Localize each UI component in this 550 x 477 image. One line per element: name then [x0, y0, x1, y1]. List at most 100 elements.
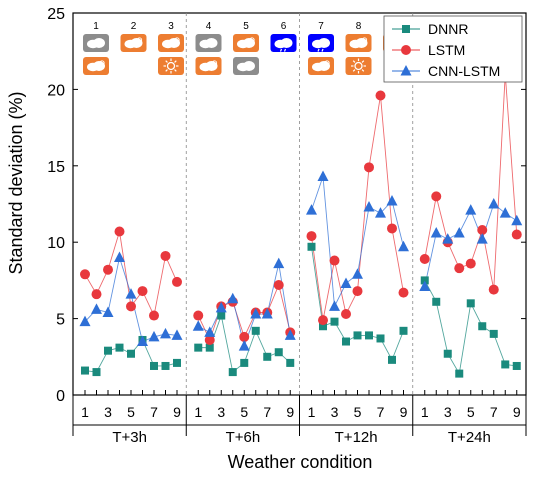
group-label: T+24h — [448, 429, 491, 446]
weather-icon-label: 6 — [281, 21, 287, 32]
data-point-cnn-lstm — [317, 170, 329, 181]
data-point-lstm — [352, 286, 363, 297]
data-point-lstm — [511, 229, 522, 240]
y-tick-label: 15 — [47, 159, 65, 176]
data-point-lstm — [398, 287, 409, 298]
data-point-cnn-lstm — [363, 201, 375, 212]
weather-icon-label: 1 — [93, 21, 99, 32]
x-tick-label: 5 — [240, 404, 248, 420]
data-point-lstm — [160, 250, 171, 261]
x-tick-label: 3 — [217, 404, 225, 420]
y-axis-label: Standard deviation (%) — [6, 91, 26, 274]
data-point-cnn-lstm — [227, 292, 239, 304]
data-point-dnnr — [399, 326, 408, 335]
group-label: T+12h — [335, 429, 378, 446]
x-tick-label: 1 — [194, 404, 202, 420]
sunny-icon — [345, 57, 372, 75]
cloudy-icon — [195, 34, 222, 52]
legend: DNNR LSTM CNN-LSTM — [383, 15, 523, 83]
data-point-cnn-lstm — [453, 227, 465, 238]
data-point-cnn-lstm — [79, 315, 91, 327]
data-point-lstm — [193, 310, 204, 321]
weather-icon-label: 7 — [318, 21, 324, 32]
x-tick-label: 3 — [331, 404, 339, 420]
rainy-icon — [308, 34, 334, 52]
data-point-dnnr — [115, 343, 124, 352]
weather-icon-label: 2 — [131, 21, 137, 32]
weather-icon-label: 4 — [206, 21, 212, 32]
data-point-lstm — [364, 162, 374, 173]
data-point-cnn-lstm — [442, 233, 454, 244]
x-tick-label: 5 — [354, 404, 362, 420]
legend-label-cnn-lstm: CNN-LSTM — [428, 63, 500, 79]
data-point-lstm — [431, 191, 442, 202]
data-point-dnnr — [420, 276, 429, 285]
data-point-dnnr — [104, 346, 112, 355]
series-line-dnnr — [424, 280, 517, 375]
data-point-dnnr — [365, 331, 373, 340]
data-point-cnn-lstm — [476, 233, 488, 244]
data-point-cnn-lstm — [250, 308, 262, 319]
data-point-cnn-lstm — [488, 198, 500, 209]
data-point-lstm — [273, 279, 284, 290]
data-point-dnnr — [432, 297, 441, 306]
data-point-dnnr — [92, 368, 101, 377]
data-point-dnnr — [501, 360, 510, 369]
legend-marker-dnnr — [402, 25, 410, 33]
data-point-cnn-lstm — [511, 214, 523, 226]
y-tick-label: 25 — [47, 6, 65, 23]
sunny-cloudy-icon — [345, 34, 372, 52]
data-point-dnnr — [342, 337, 350, 346]
data-point-lstm — [387, 223, 397, 234]
data-point-lstm — [318, 315, 328, 326]
sunny-cloudy-icon — [233, 34, 259, 52]
data-point-cnn-lstm — [430, 227, 442, 238]
data-point-cnn-lstm — [419, 280, 431, 292]
x-tick-label: 9 — [173, 404, 181, 420]
series-line-lstm — [424, 74, 518, 290]
data-point-dnnr — [286, 358, 295, 367]
data-point-lstm — [149, 310, 159, 321]
data-point-cnn-lstm — [340, 277, 352, 288]
data-point-cnn-lstm — [148, 330, 160, 342]
data-point-lstm — [126, 301, 136, 312]
data-point-cnn-lstm — [102, 306, 114, 317]
data-point-lstm — [306, 231, 317, 242]
cloudy-icon — [233, 57, 259, 75]
x-tick-label: 9 — [400, 404, 408, 420]
data-point-dnnr — [251, 326, 260, 335]
data-point-dnnr — [353, 331, 362, 340]
data-point-dnnr — [489, 329, 498, 338]
legend-label-dnnr: DNNR — [428, 21, 468, 37]
data-point-dnnr — [376, 334, 385, 343]
x-tick-label: 1 — [308, 404, 316, 420]
series-layer — [79, 69, 523, 378]
data-point-dnnr — [173, 358, 181, 367]
data-point-lstm — [137, 286, 148, 297]
data-point-cnn-lstm — [238, 340, 250, 351]
x-tick-label: 7 — [263, 404, 271, 420]
data-point-cnn-lstm — [386, 194, 398, 206]
legend-label-lstm: LSTM — [428, 42, 465, 58]
x-tick-label: 3 — [104, 404, 112, 420]
x-tick-label: 3 — [444, 404, 452, 420]
data-point-cnn-lstm — [273, 257, 285, 269]
data-point-lstm — [477, 224, 488, 235]
data-point-cnn-lstm — [125, 288, 137, 299]
data-point-lstm — [465, 258, 476, 269]
y-tick-label: 20 — [47, 82, 65, 99]
y-tick-label: 5 — [56, 312, 65, 329]
y-tick-label: 10 — [47, 235, 65, 252]
data-point-dnnr — [512, 361, 521, 370]
data-point-cnn-lstm — [261, 308, 273, 319]
data-point-cnn-lstm — [375, 207, 386, 218]
x-tick-label: 5 — [127, 404, 135, 420]
data-point-lstm — [341, 309, 351, 320]
data-point-dnnr — [228, 368, 237, 377]
x-axis-label: Weather condition — [228, 452, 373, 472]
data-point-dnnr — [217, 311, 226, 320]
weather-icons: 123456789 — [83, 21, 409, 75]
data-point-dnnr — [478, 322, 487, 331]
